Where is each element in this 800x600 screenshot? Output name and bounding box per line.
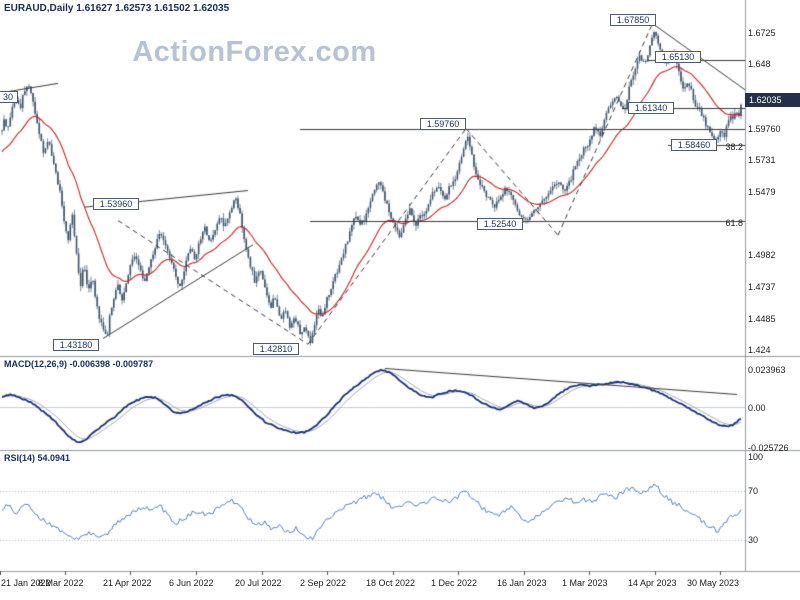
mt4-chart-window: ActionForex.com EURAUD,Daily 1.61627 1.6… — [0, 0, 800, 600]
chart-canvas[interactable] — [0, 0, 800, 600]
